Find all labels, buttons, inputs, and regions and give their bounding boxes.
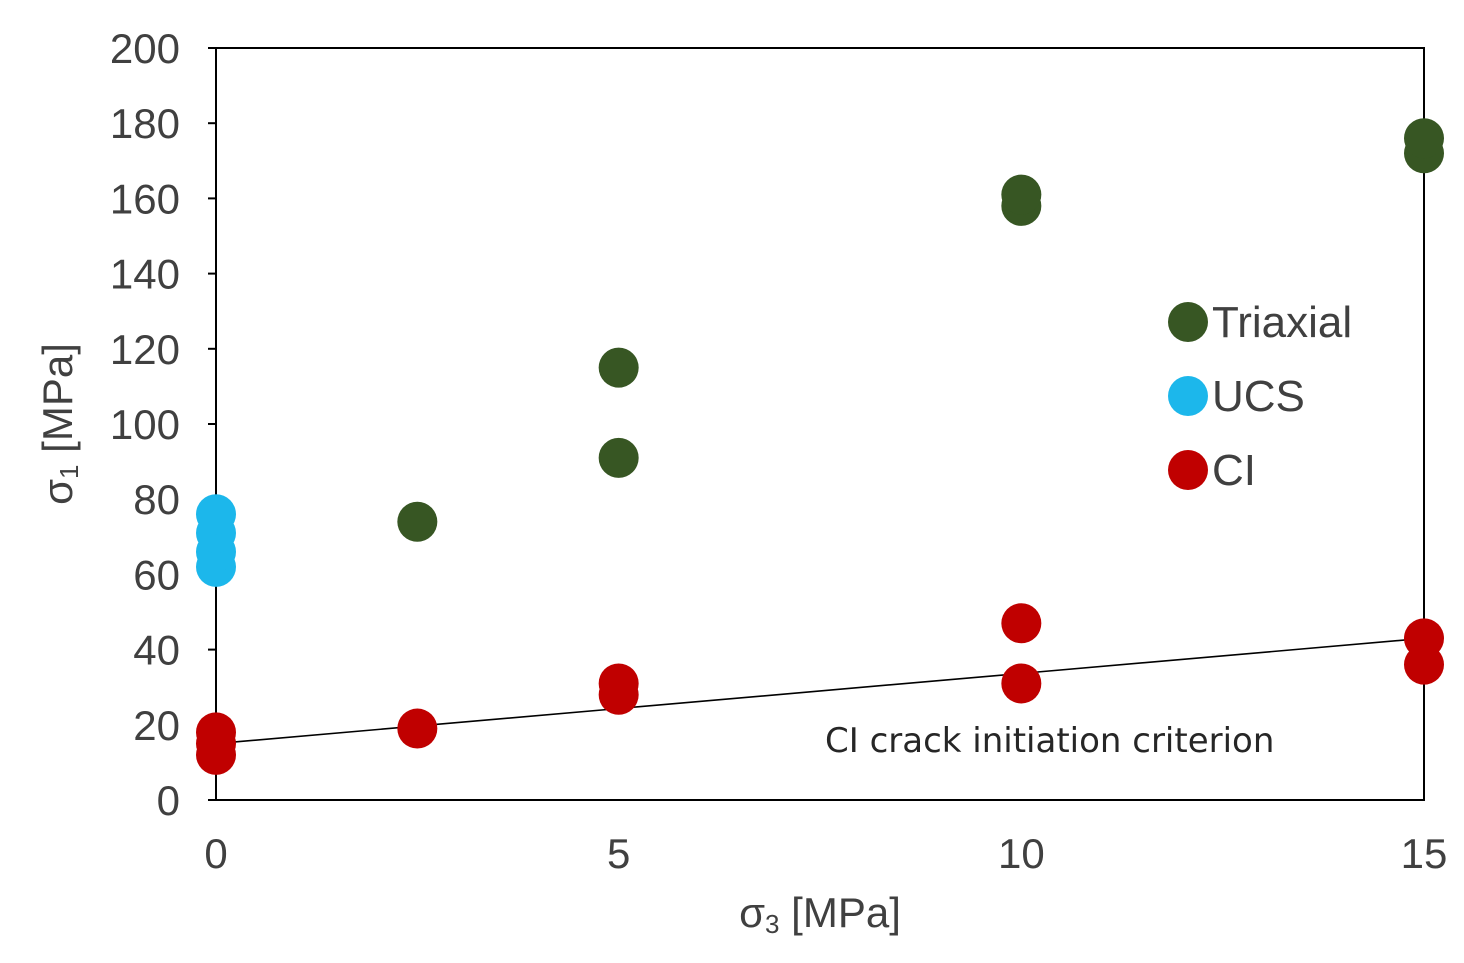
y-tick-label: 160 — [110, 175, 180, 222]
point-triaxial — [1001, 174, 1042, 215]
point-ci — [598, 663, 639, 704]
x-tick-label: 5 — [607, 830, 630, 877]
x-axis-title: σ3 [MPa] — [739, 889, 901, 939]
y-tick-label: 60 — [133, 551, 180, 598]
point-ci — [196, 712, 236, 753]
point-ci — [397, 708, 438, 749]
y-tick-label: 0 — [157, 777, 180, 824]
point-triaxial — [1404, 118, 1444, 159]
y-tick-label: 140 — [110, 251, 180, 298]
y-tick-label: 120 — [110, 326, 180, 373]
legend-marker-ci — [1168, 450, 1208, 490]
y-tick-label: 20 — [133, 702, 180, 749]
legend-label-ci: CI — [1212, 446, 1256, 495]
x-tick-label: 0 — [204, 830, 227, 877]
point-ci — [1001, 603, 1042, 644]
x-axis-ticks: 0 5 10 15 — [204, 830, 1447, 877]
x-tick-label: 10 — [998, 830, 1045, 877]
data-points — [196, 118, 1444, 775]
point-triaxial — [397, 501, 438, 542]
y-tick-label: 180 — [110, 100, 180, 147]
legend-marker-triaxial — [1168, 302, 1208, 342]
x-axis-title-subscript: 3 — [765, 909, 779, 939]
point-triaxial — [598, 437, 639, 478]
x-tick-label: 15 — [1401, 830, 1448, 877]
point-ci — [1404, 618, 1444, 659]
trendline-label: CI crack initiation criterion — [825, 721, 1274, 761]
y-axis-title-unit: [MPa] — [34, 343, 81, 464]
y-axis-title: σ1 [MPa] — [34, 343, 84, 505]
point-ci — [1001, 663, 1042, 704]
point-ucs — [196, 494, 236, 535]
y-axis-title-subscript: 1 — [54, 464, 84, 478]
y-tick-label: 40 — [133, 627, 180, 674]
legend-label-ucs: UCS — [1212, 372, 1305, 421]
x-axis-title-symbol: σ — [739, 889, 765, 936]
plot-area-frame — [215, 47, 1425, 801]
legend: Triaxial UCS CI — [1168, 298, 1352, 495]
point-triaxial — [598, 347, 639, 388]
legend-marker-ucs — [1168, 376, 1208, 416]
y-tick-label: 200 — [110, 25, 180, 72]
x-axis-title-unit: [MPa] — [780, 889, 901, 936]
y-tick-label: 80 — [133, 476, 180, 523]
y-tick-label: 100 — [110, 401, 180, 448]
legend-label-triaxial: Triaxial — [1212, 298, 1352, 347]
y-axis-title-symbol: σ — [34, 479, 81, 505]
y-axis-ticks: 0 20 40 60 80 100 120 140 160 180 200 — [110, 25, 216, 824]
